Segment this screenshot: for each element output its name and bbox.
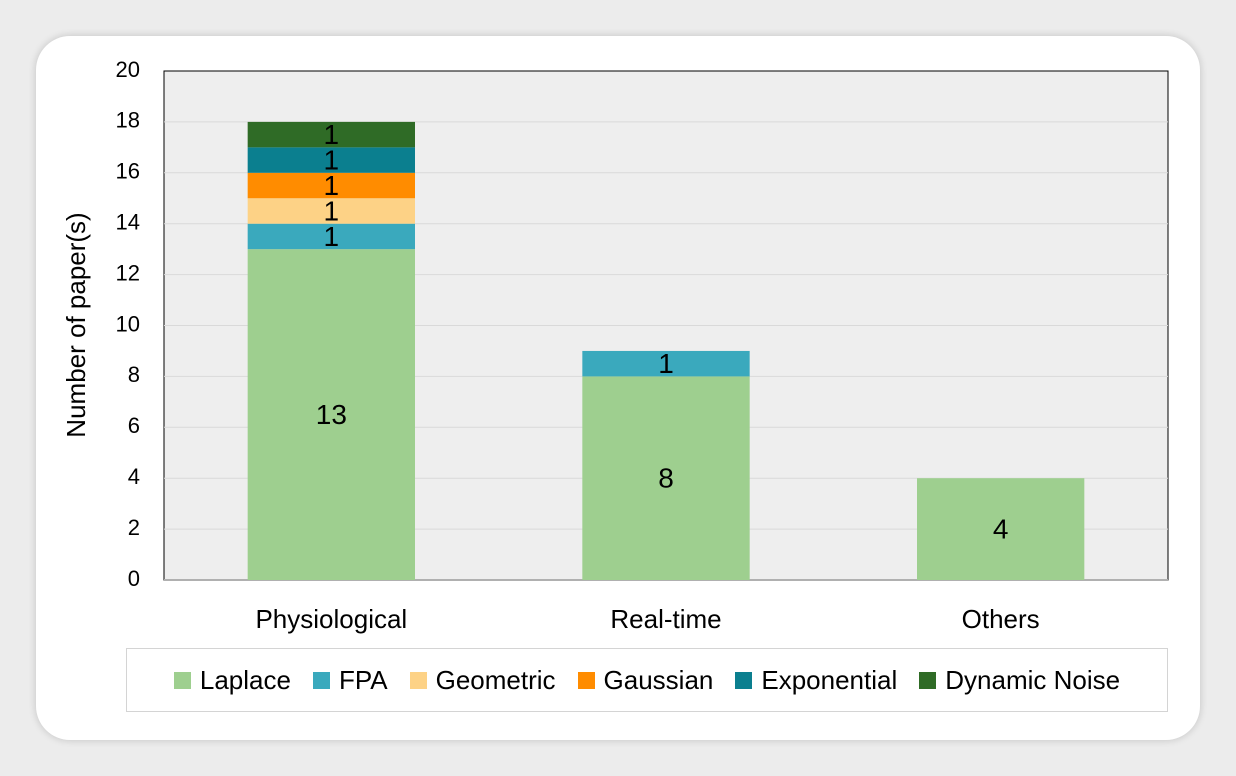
y-tick-label: 10 [116,311,140,336]
y-tick-label: 4 [128,464,140,489]
legend-label: FPA [338,664,388,695]
data-label: 8 [658,463,674,494]
data-label: 1 [324,195,340,226]
y-tick-label: 16 [116,159,140,184]
bar-segment [247,147,415,173]
data-label: 1 [324,119,340,150]
y-tick-label: 2 [128,515,140,540]
data-label: 4 [993,514,1009,545]
legend-swatch [312,671,330,689]
y-tick-label: 0 [128,566,140,591]
bar-segment [247,172,415,199]
y-tick-label: 18 [116,108,140,133]
bar-segment [582,350,750,377]
bar-segment [247,198,415,224]
data-label: 1 [324,145,340,176]
y-tick-label: 6 [128,413,140,438]
y-tick-label: 20 [116,57,140,82]
legend-label: Laplace [199,664,291,695]
y-axis-label: Number of paper(s) [61,212,91,437]
legend-swatch [409,671,427,689]
data-label: 1 [324,170,340,201]
x-tick-label: Others [962,604,1040,634]
x-tick-labels: Physiological Real-time Others [255,604,1039,634]
legend-item: Geometric [409,664,556,696]
bar-segment [247,249,415,580]
bar-segment [247,121,415,148]
data-label: 1 [324,221,340,252]
legend-swatch [919,671,937,689]
legend-label: Dynamic Noise [945,664,1121,695]
y-tick-label: 12 [116,260,140,285]
bar-segment [247,223,415,250]
legend-item: Laplace [173,664,291,696]
data-label: 1 [658,348,674,379]
y-tick-labels: 0 2 4 6 8 10 12 14 16 18 20 [116,57,140,591]
legend: Laplace FPA Geometric Gaussian Exponential Dy… [126,648,1168,712]
legend-item: FPA [312,664,388,696]
data-label: 13 [316,399,347,430]
x-tick-label: Physiological [255,604,407,634]
bar-segment [917,478,1085,580]
legend-label: Gaussian [603,664,714,695]
legend-swatch [577,671,595,689]
legend-item: Gaussian [577,664,714,696]
legend-label: Exponential [761,664,898,695]
bars [247,121,1085,580]
legend-swatch [735,671,753,689]
legend-item: Dynamic Noise [919,665,1120,696]
bar-segment [582,376,750,580]
legend-label: Geometric [435,664,556,695]
y-tick-label: 8 [128,362,140,387]
y-tick-label: 14 [116,210,140,235]
legend-item: Exponential [735,665,897,696]
x-tick-label: Real-time [610,604,721,634]
legend-swatch [173,671,191,689]
